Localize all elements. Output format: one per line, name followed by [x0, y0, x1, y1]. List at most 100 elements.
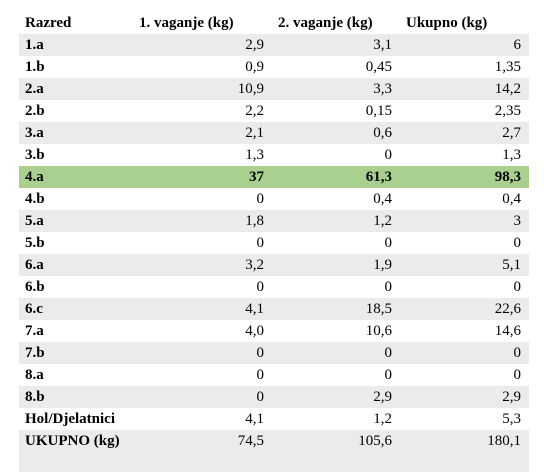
cell-total: 2,9	[400, 386, 529, 408]
cell-total: 2,7	[400, 122, 529, 144]
cell-second-weighing: 0,45	[272, 56, 400, 78]
cell-second-weighing: 0,15	[272, 100, 400, 122]
cell-total: 14,6	[400, 320, 529, 342]
table-row: 4.b 0 0,4 0,4	[19, 188, 529, 210]
cell-total-first-weighing: 74,5	[133, 430, 272, 472]
cell-second-weighing: 10,6	[272, 320, 400, 342]
cell-razred: 8.b	[19, 386, 133, 408]
cell-razred: 6.b	[19, 276, 133, 298]
cell-total: 0	[400, 276, 529, 298]
cell-second-weighing: 18,5	[272, 298, 400, 320]
cell-second-weighing: 0	[272, 364, 400, 386]
table-row: 1.a 2,9 3,1 6	[19, 34, 529, 56]
header-total: Ukupno (kg)	[400, 11, 529, 34]
cell-first-weighing: 2,9	[133, 34, 272, 56]
cell-second-weighing: 3,1	[272, 34, 400, 56]
table-row: 8.a 0 0 0	[19, 364, 529, 386]
cell-total: 14,2	[400, 78, 529, 100]
table-row: 3.a 2,1 0,6 2,7	[19, 122, 529, 144]
table-row: 2.a 10,9 3,3 14,2	[19, 78, 529, 100]
cell-total: 0	[400, 342, 529, 364]
table-row: 2.b 2,2 0,15 2,35	[19, 100, 529, 122]
cell-total: 5,1	[400, 254, 529, 276]
cell-first-weighing: 0	[133, 386, 272, 408]
cell-first-weighing: 3,2	[133, 254, 272, 276]
header-first-weighing: 1. vaganje (kg)	[133, 11, 272, 34]
table-row: 6.a 3,2 1,9 5,1	[19, 254, 529, 276]
cell-first-weighing: 0	[133, 342, 272, 364]
header-razred: Razred	[19, 11, 133, 34]
cell-total: 98,3	[400, 166, 529, 188]
cell-first-weighing: 37	[133, 166, 272, 188]
table-row: Hol/Djelatnici 4,1 1,2 5,3	[19, 408, 529, 430]
cell-total: 6	[400, 34, 529, 56]
cell-second-weighing: 2,9	[272, 386, 400, 408]
cell-razred: 6.a	[19, 254, 133, 276]
cell-razred: 5.a	[19, 210, 133, 232]
cell-total: 3	[400, 210, 529, 232]
cell-total: 2,35	[400, 100, 529, 122]
table-row: 6.b 0 0 0	[19, 276, 529, 298]
cell-first-weighing: 0	[133, 232, 272, 254]
cell-second-weighing: 1,2	[272, 408, 400, 430]
table-row: 7.a 4,0 10,6 14,6	[19, 320, 529, 342]
table-row: 5.a 1,8 1,2 3	[19, 210, 529, 232]
cell-razred: 2.a	[19, 78, 133, 100]
table-row: 5.b 0 0 0	[19, 232, 529, 254]
cell-first-weighing: 1,3	[133, 144, 272, 166]
cell-first-weighing: 1,8	[133, 210, 272, 232]
cell-first-weighing: 4,0	[133, 320, 272, 342]
cell-razred: 8.a	[19, 364, 133, 386]
cell-second-weighing: 0,4	[272, 188, 400, 210]
cell-total-label: UKUPNO (kg)	[19, 430, 133, 472]
cell-razred: 5.b	[19, 232, 133, 254]
cell-razred: 2.b	[19, 100, 133, 122]
cell-second-weighing: 1,2	[272, 210, 400, 232]
cell-razred: 7.b	[19, 342, 133, 364]
header-second-weighing: 2. vaganje (kg)	[272, 11, 400, 34]
cell-razred: 3.b	[19, 144, 133, 166]
cell-first-weighing: 0	[133, 364, 272, 386]
cell-second-weighing: 0	[272, 232, 400, 254]
cell-first-weighing: 2,1	[133, 122, 272, 144]
cell-razred: 7.a	[19, 320, 133, 342]
table-row: 6.c 4,1 18,5 22,6	[19, 298, 529, 320]
table-header-row: Razred 1. vaganje (kg) 2. vaganje (kg) U…	[19, 11, 529, 34]
cell-total: 5,3	[400, 408, 529, 430]
cell-total: 1,3	[400, 144, 529, 166]
cell-second-weighing: 3,3	[272, 78, 400, 100]
table-body: 1.a 2,9 3,1 6 1.b 0,9 0,45 1,35 2.a 10,9 3,3 14,2 2.…	[19, 34, 529, 472]
cell-total: 1,35	[400, 56, 529, 78]
cell-razred: Hol/Djelatnici	[19, 408, 133, 430]
cell-first-weighing: 2,2	[133, 100, 272, 122]
cell-razred: 3.a	[19, 122, 133, 144]
cell-first-weighing: 4,1	[133, 298, 272, 320]
cell-total: 22,6	[400, 298, 529, 320]
cell-razred: 6.c	[19, 298, 133, 320]
table-row: 1.b 0,9 0,45 1,35	[19, 56, 529, 78]
cell-razred: 1.a	[19, 34, 133, 56]
weights-table: Razred 1. vaganje (kg) 2. vaganje (kg) U…	[19, 11, 529, 472]
cell-second-weighing: 0	[272, 342, 400, 364]
cell-total: 0	[400, 364, 529, 386]
cell-first-weighing: 0	[133, 188, 272, 210]
cell-first-weighing: 10,9	[133, 78, 272, 100]
cell-second-weighing: 0,6	[272, 122, 400, 144]
cell-razred: 1.b	[19, 56, 133, 78]
cell-razred: 4.a	[19, 166, 133, 188]
cell-grand-total: 180,1	[400, 430, 529, 472]
cell-second-weighing: 61,3	[272, 166, 400, 188]
cell-first-weighing: 0	[133, 276, 272, 298]
table-total-row: UKUPNO (kg) 74,5 105,6 180,1	[19, 430, 529, 472]
table-row: 3.b 1,3 0 1,3	[19, 144, 529, 166]
cell-total: 0	[400, 232, 529, 254]
table-row: 7.b 0 0 0	[19, 342, 529, 364]
table-row-highlighted: 4.a 37 61,3 98,3	[19, 166, 529, 188]
cell-razred: 4.b	[19, 188, 133, 210]
table-row: 8.b 0 2,9 2,9	[19, 386, 529, 408]
cell-first-weighing: 4,1	[133, 408, 272, 430]
cell-total-second-weighing: 105,6	[272, 430, 400, 472]
cell-first-weighing: 0,9	[133, 56, 272, 78]
cell-second-weighing: 0	[272, 144, 400, 166]
cell-second-weighing: 0	[272, 276, 400, 298]
